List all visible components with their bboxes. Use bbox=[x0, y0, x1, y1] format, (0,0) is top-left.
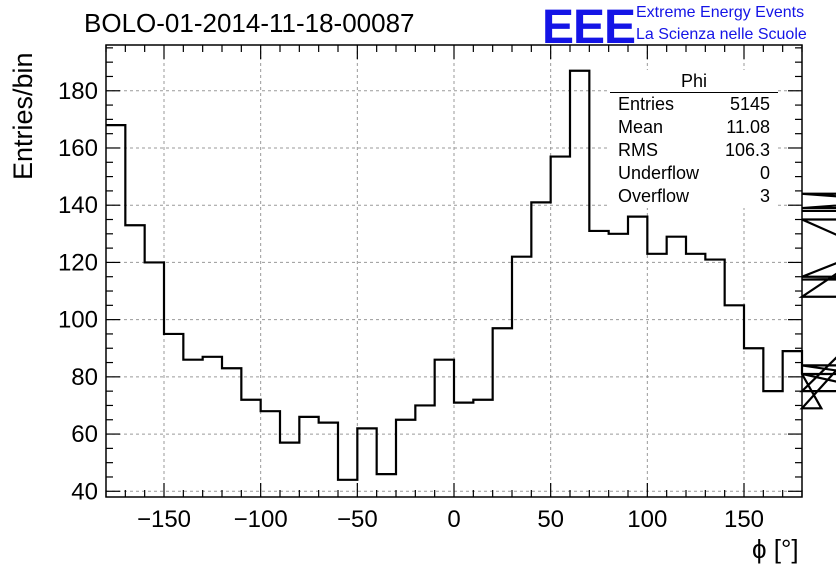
stats-value: 5145 bbox=[729, 94, 770, 114]
axis-ticks bbox=[105, 45, 803, 497]
x-tick-label: −150 bbox=[137, 506, 191, 533]
stats-label: Mean bbox=[618, 117, 664, 137]
logo-line-1: Extreme Energy Events bbox=[636, 4, 805, 21]
chart-title: BOLO-01-2014-11-18-00087 bbox=[84, 8, 415, 38]
stats-title: Phi bbox=[610, 70, 778, 93]
y-tick-label: 60 bbox=[71, 421, 98, 448]
y-tick-label: 140 bbox=[58, 192, 98, 219]
stats-box: Phi Entries 5145 Mean 11.08 RMS 106.3 Un… bbox=[610, 70, 778, 208]
stats-label: Entries bbox=[618, 94, 675, 114]
eee-logo: EEE bbox=[542, 1, 636, 54]
stats-label: Underflow bbox=[618, 163, 700, 183]
x-tick-label: 100 bbox=[627, 506, 667, 533]
x-tick-label: 50 bbox=[537, 506, 564, 533]
x-tick-label: 150 bbox=[724, 506, 764, 533]
tick-labels: −150 −100 −50 0 50 100 150 40 60 80 100 120 140 160 18… bbox=[58, 78, 764, 533]
stats-value: 106.3 bbox=[724, 140, 770, 160]
stats-row: Underflow 0 bbox=[610, 162, 778, 185]
stats-value: 0 bbox=[759, 163, 770, 183]
stats-row: Overflow 3 bbox=[610, 185, 778, 208]
stats-value: 3 bbox=[759, 186, 770, 206]
y-tick-label: 100 bbox=[58, 307, 98, 334]
x-tick-label: −100 bbox=[234, 506, 288, 533]
y-tick-label: 80 bbox=[71, 364, 98, 391]
x-tick-label: 0 bbox=[447, 506, 460, 533]
stats-row: Mean 11.08 bbox=[610, 116, 778, 139]
logo-line-2: La Scienza nelle Scuole bbox=[636, 26, 807, 43]
grid-lines bbox=[106, 45, 802, 497]
x-tick-label: −50 bbox=[337, 506, 378, 533]
stats-row: RMS 106.3 bbox=[610, 139, 778, 162]
stats-label: Overflow bbox=[618, 186, 690, 206]
x-axis-label: ϕ [°] bbox=[752, 534, 799, 564]
stats-row: Entries 5145 bbox=[610, 93, 778, 116]
y-tick-label: 180 bbox=[58, 78, 98, 105]
y-tick-label: 40 bbox=[71, 478, 98, 505]
stats-value: 11.08 bbox=[726, 117, 770, 137]
stats-label: RMS bbox=[618, 140, 658, 160]
y-tick-label: 160 bbox=[58, 135, 98, 162]
y-axis-label: Entries/bin bbox=[8, 52, 38, 180]
y-tick-label: 120 bbox=[58, 249, 98, 276]
